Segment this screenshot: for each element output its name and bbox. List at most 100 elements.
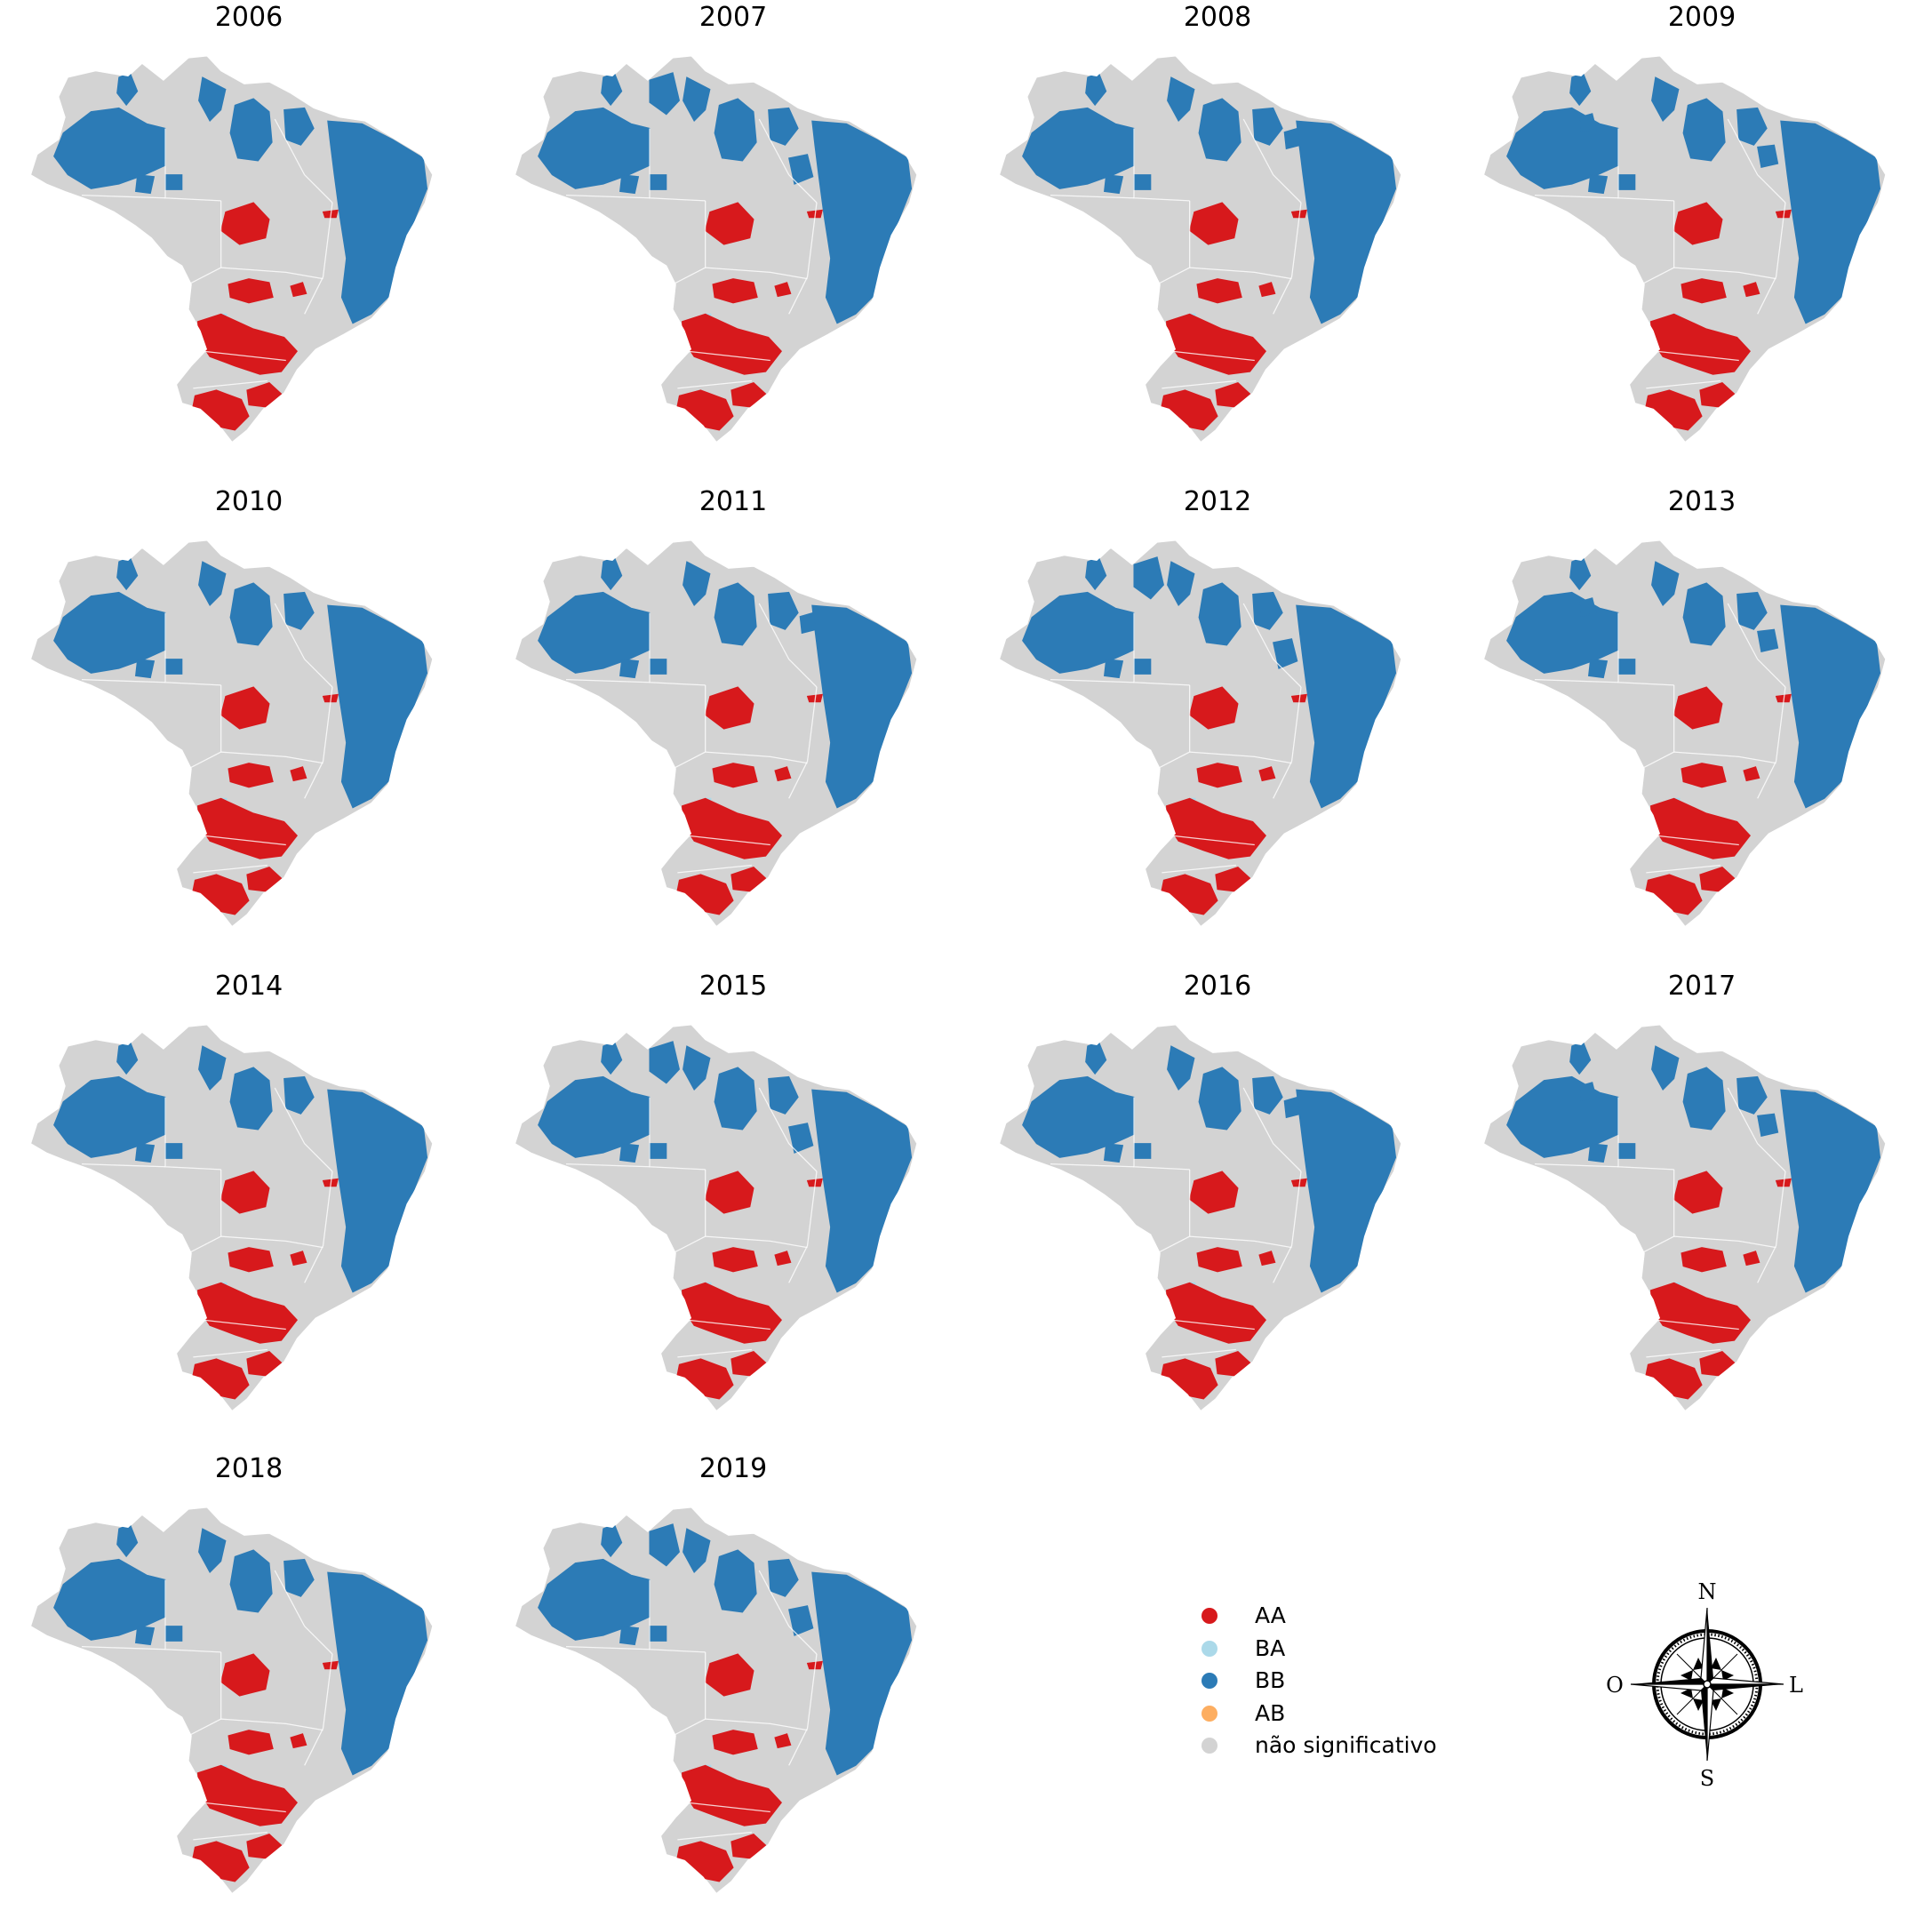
state-border <box>1757 202 1786 315</box>
cluster-aa <box>712 1730 758 1755</box>
state-border <box>1757 1171 1786 1283</box>
cluster-aa <box>290 766 307 782</box>
state-border <box>1273 1171 1302 1283</box>
state-border <box>202 1802 286 1813</box>
cluster-bb <box>1133 174 1152 190</box>
cluster-aa <box>712 763 758 788</box>
cluster-bb <box>788 1123 814 1154</box>
cluster-aa <box>1196 1247 1242 1273</box>
state-border <box>220 1235 323 1249</box>
cluster-aa <box>1258 1251 1276 1267</box>
cluster-bb <box>1757 1113 1779 1137</box>
state-border <box>304 1171 333 1283</box>
state-border <box>565 195 651 199</box>
cluster-bb <box>283 1558 315 1597</box>
state-border <box>649 1097 706 1171</box>
map-panel-title: 2019 <box>699 1453 768 1484</box>
cluster-aa <box>228 1247 274 1273</box>
cluster-aa <box>1681 763 1727 788</box>
state-border <box>686 1319 770 1331</box>
map-panel-2014: 2014 <box>18 969 480 1431</box>
cluster-aa <box>1699 1351 1736 1377</box>
brazil-map-2017 <box>1482 1024 1887 1412</box>
cluster-aa <box>1743 1251 1760 1267</box>
map-panel-title: 2007 <box>699 2 768 33</box>
state-border <box>202 350 286 362</box>
cluster-bb <box>164 1143 183 1159</box>
cluster-bb <box>1022 107 1135 189</box>
state-border <box>188 1651 222 1737</box>
state-border <box>686 350 770 362</box>
state-border <box>193 380 267 389</box>
brazil-map-2012 <box>998 539 1402 928</box>
state-border <box>677 864 752 874</box>
cluster-bb <box>714 1549 757 1613</box>
cluster-bb <box>649 1626 667 1642</box>
state-border <box>758 603 818 688</box>
cluster-bb <box>649 659 667 675</box>
cluster-bb <box>283 591 315 630</box>
cluster-bb <box>811 604 913 809</box>
cluster-bb <box>1757 144 1779 168</box>
cluster-bb <box>327 1089 428 1293</box>
cluster-bb <box>1252 591 1283 630</box>
map-panel-title: 2018 <box>214 1453 283 1484</box>
state-border <box>274 118 333 204</box>
state-border <box>1273 202 1302 315</box>
cluster-bb <box>1617 174 1636 190</box>
state-border <box>1646 380 1720 389</box>
state-border <box>705 267 808 280</box>
state-border <box>304 1653 333 1766</box>
cluster-bb <box>1198 98 1241 162</box>
state-border <box>1646 864 1720 874</box>
state-border <box>565 679 651 683</box>
state-border <box>1727 603 1786 688</box>
cluster-bb <box>1780 604 1881 809</box>
cluster-bb <box>1273 638 1298 669</box>
cluster-bb <box>53 1558 166 1641</box>
map-panel-2011: 2011 <box>502 484 964 947</box>
cluster-bb <box>327 120 428 324</box>
compass-label-north: N <box>1698 1582 1717 1604</box>
cluster-bb <box>164 659 183 675</box>
cluster-bb <box>649 72 680 116</box>
cluster-bb <box>1736 1075 1768 1115</box>
state-border <box>758 118 818 204</box>
state-border <box>81 1163 166 1168</box>
state-border <box>705 1718 808 1731</box>
state-border <box>188 1169 222 1254</box>
state-border <box>788 1171 818 1283</box>
cluster-bb <box>53 1075 166 1158</box>
cluster-aa <box>246 867 283 892</box>
cluster-bb <box>649 174 667 190</box>
cluster-bb <box>799 611 818 635</box>
cluster-bb <box>1167 1045 1195 1091</box>
legend-label: BB <box>1255 1667 1286 1693</box>
cluster-bb <box>1283 1096 1302 1119</box>
cluster-aa <box>228 1730 274 1755</box>
cluster-bb <box>1296 1089 1397 1293</box>
cluster-aa <box>1215 382 1251 408</box>
legend-label: não significativo <box>1255 1732 1437 1758</box>
cluster-bb <box>1736 107 1768 146</box>
state-border <box>1641 200 1675 285</box>
map-panel-2017: 2017 <box>1471 969 1932 1431</box>
legend-marker <box>1202 1608 1217 1624</box>
state-border <box>193 864 267 874</box>
cluster-bb <box>714 1067 757 1131</box>
cluster-aa <box>774 282 792 298</box>
cluster-bb <box>811 1571 913 1776</box>
map-panel-title: 2008 <box>1183 2 1252 33</box>
cluster-bb <box>1578 597 1597 618</box>
cluster-aa <box>774 1251 792 1267</box>
state-border <box>1655 835 1739 846</box>
state-border <box>1534 679 1619 683</box>
state-border <box>705 1235 808 1249</box>
cluster-bb <box>229 1549 273 1613</box>
legend-marker <box>1202 1673 1217 1689</box>
brazil-map-2011 <box>514 539 918 928</box>
cluster-bb <box>619 1143 640 1163</box>
brazil-map-2014 <box>29 1024 434 1412</box>
state-border <box>758 1087 818 1172</box>
state-border <box>1655 350 1739 362</box>
